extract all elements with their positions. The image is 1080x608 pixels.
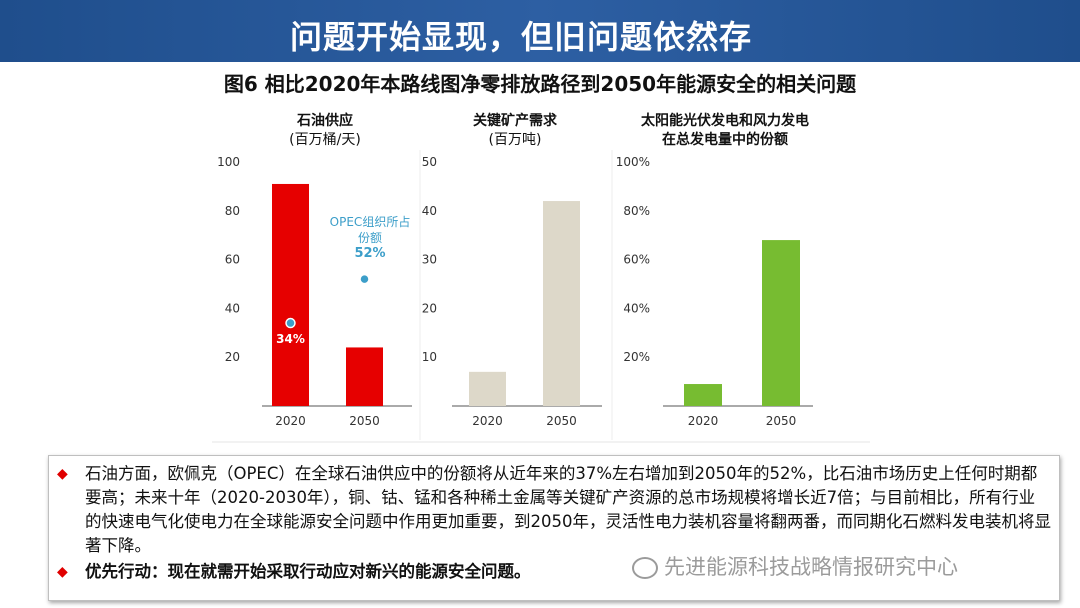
y-tick-label: 80 — [225, 204, 240, 218]
x-tick-label: 2020 — [472, 414, 503, 428]
share-label: 34% — [276, 332, 305, 346]
watermark: 先进能源科技战略情报研究中心 — [632, 551, 958, 581]
y-tick-label: 100 — [217, 155, 240, 169]
opec-callout-value: 52% — [354, 246, 386, 261]
x-tick-label: 2020 — [275, 414, 306, 428]
x-tick-label: 2020 — [688, 414, 719, 428]
wechat-icon — [632, 557, 658, 579]
oil-unit: (百万桶/天) — [289, 132, 361, 148]
x-tick-label: 2050 — [766, 414, 797, 428]
oil-title: 石油供应 — [297, 113, 353, 129]
y-tick-label: 20 — [422, 301, 437, 315]
y-tick-label: 50 — [422, 155, 437, 169]
panel-title-solarwind: 太阳能光伏发电和风力发电 在总发电量中的份额 — [615, 112, 835, 150]
opec-callout-label: OPEC组织所占份额 — [329, 215, 411, 245]
y-tick-label: 60% — [623, 253, 650, 267]
x-tick-label: 2050 — [349, 414, 380, 428]
solarwind-title-line2: 在总发电量中的份额 — [662, 132, 788, 148]
y-tick-label: 100% — [616, 155, 650, 169]
y-tick-label: 80% — [623, 204, 650, 218]
bar-2020 — [684, 384, 722, 406]
minerals-unit: (百万吨) — [488, 132, 542, 148]
panel-title-minerals: 关键矿产需求 (百万吨) — [440, 112, 590, 150]
title-banner: 问题开始显现，但旧问题依然存 — [0, 0, 1080, 62]
y-tick-label: 60 — [225, 253, 240, 267]
summary-textbox: ◆ 石油方面，欧佩克（OPEC）在全球石油供应中的份额将从近年来的37%左右增加… — [48, 455, 1060, 601]
y-tick-label: 30 — [422, 253, 437, 267]
banner-title: 问题开始显现，但旧问题依然存 — [290, 18, 753, 56]
y-tick-label: 20 — [225, 350, 240, 364]
bar-2020 — [272, 183, 309, 406]
panel-title-oil: 石油供应 (百万桶/天) — [250, 112, 400, 150]
y-tick-label: 10 — [422, 350, 437, 364]
bar-2050 — [346, 347, 383, 406]
minerals-title: 关键矿产需求 — [473, 113, 557, 129]
y-tick-label: 40% — [623, 301, 650, 315]
y-tick-label: 40 — [422, 204, 437, 218]
opec-callout: OPEC组织所占份额 52% — [328, 214, 412, 262]
y-tick-label: 20% — [623, 350, 650, 364]
bar-2020 — [469, 371, 506, 406]
bullet-1-text: 石油方面，欧佩克（OPEC）在全球石油供应中的份额将从近年来的37%左右增加到2… — [85, 464, 1051, 555]
share-marker — [359, 273, 370, 285]
x-tick-label: 2050 — [546, 414, 577, 428]
bar-2050 — [762, 240, 800, 406]
y-tick-label: 40 — [225, 301, 240, 315]
figure-title: 图6 相比2020年本路线图净零排放路径到2050年能源安全的相关问题 — [223, 72, 857, 96]
diamond-bullet-icon: ◆ — [57, 564, 68, 580]
solarwind-title-line1: 太阳能光伏发电和风力发电 — [641, 113, 809, 129]
bullet-2-text: 优先行动：现在就需开始采取行动应对新兴的能源安全问题。 — [85, 562, 531, 581]
watermark-text: 先进能源科技战略情报研究中心 — [664, 555, 958, 579]
diamond-bullet-icon: ◆ — [57, 466, 68, 482]
share-marker — [285, 317, 296, 329]
bar-2050 — [543, 201, 580, 406]
